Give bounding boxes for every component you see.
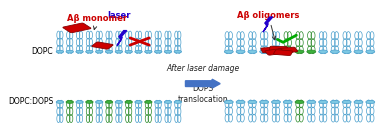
Circle shape <box>248 50 257 53</box>
Circle shape <box>86 50 93 53</box>
Circle shape <box>86 101 93 103</box>
Circle shape <box>155 50 162 53</box>
Circle shape <box>174 101 181 103</box>
Circle shape <box>76 50 83 53</box>
Circle shape <box>354 100 363 104</box>
Circle shape <box>319 50 328 53</box>
Text: Aβ oligomers: Aβ oligomers <box>237 11 300 40</box>
Circle shape <box>164 50 172 53</box>
Circle shape <box>342 100 351 104</box>
Text: After laser damage: After laser damage <box>166 64 239 73</box>
Circle shape <box>135 101 142 103</box>
Circle shape <box>56 101 64 103</box>
Circle shape <box>354 50 363 53</box>
Circle shape <box>135 50 142 53</box>
Circle shape <box>283 50 292 53</box>
Circle shape <box>342 50 351 53</box>
Circle shape <box>366 50 375 53</box>
Text: DOPC: DOPC <box>31 47 53 56</box>
Circle shape <box>115 50 122 53</box>
Circle shape <box>164 101 172 103</box>
FancyBboxPatch shape <box>269 46 288 51</box>
Circle shape <box>96 50 103 53</box>
FancyBboxPatch shape <box>261 47 280 53</box>
FancyArrow shape <box>186 79 220 88</box>
Text: Aβ monomer: Aβ monomer <box>67 14 127 30</box>
Circle shape <box>295 50 304 53</box>
Circle shape <box>307 50 316 53</box>
Circle shape <box>236 100 245 104</box>
Circle shape <box>248 100 257 104</box>
FancyBboxPatch shape <box>278 47 297 53</box>
Circle shape <box>271 100 280 104</box>
Circle shape <box>319 100 328 104</box>
Circle shape <box>283 100 292 104</box>
Circle shape <box>66 50 73 53</box>
Circle shape <box>330 100 339 104</box>
FancyBboxPatch shape <box>92 42 113 49</box>
Polygon shape <box>117 31 127 46</box>
Circle shape <box>307 100 316 104</box>
Circle shape <box>330 50 339 53</box>
Circle shape <box>105 101 113 103</box>
Text: DOPC:DOPS: DOPC:DOPS <box>8 98 53 106</box>
Text: DOPS
translocation: DOPS translocation <box>178 84 228 104</box>
Circle shape <box>236 50 245 53</box>
Circle shape <box>260 50 269 53</box>
Circle shape <box>56 50 64 53</box>
Circle shape <box>115 101 122 103</box>
Circle shape <box>260 100 269 104</box>
Circle shape <box>145 50 152 53</box>
Circle shape <box>125 101 132 103</box>
Circle shape <box>271 50 280 53</box>
Circle shape <box>96 101 103 103</box>
Circle shape <box>66 101 73 103</box>
Circle shape <box>105 50 113 53</box>
FancyBboxPatch shape <box>63 23 91 33</box>
Circle shape <box>224 100 233 104</box>
Text: laser: laser <box>107 11 131 20</box>
Circle shape <box>174 50 181 53</box>
Circle shape <box>295 100 304 104</box>
FancyBboxPatch shape <box>274 50 293 55</box>
Circle shape <box>76 101 83 103</box>
Circle shape <box>224 50 233 53</box>
Circle shape <box>145 101 152 103</box>
Circle shape <box>366 100 375 104</box>
Circle shape <box>155 101 162 103</box>
Circle shape <box>125 50 132 53</box>
FancyBboxPatch shape <box>265 49 285 55</box>
Polygon shape <box>263 17 273 32</box>
